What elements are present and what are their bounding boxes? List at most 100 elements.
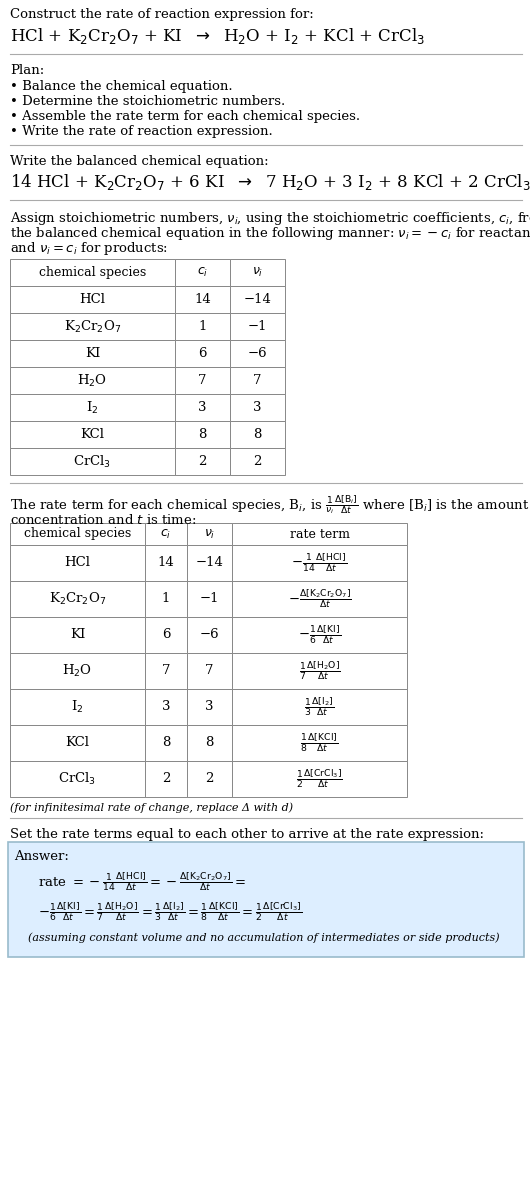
Bar bbox=[175, 259, 230, 287]
Bar bbox=[10, 259, 175, 287]
Bar bbox=[232, 725, 407, 761]
Bar bbox=[187, 689, 232, 725]
Bar bbox=[187, 616, 232, 653]
Bar bbox=[10, 287, 175, 313]
Text: 8: 8 bbox=[198, 427, 207, 441]
Text: $-\frac{\Delta[\mathrm{K_2Cr_2O_7}]}{\Delta t}$: $-\frac{\Delta[\mathrm{K_2Cr_2O_7}]}{\De… bbox=[288, 588, 351, 610]
Text: −1: −1 bbox=[248, 320, 267, 334]
Text: Answer:: Answer: bbox=[14, 850, 69, 863]
Text: KI: KI bbox=[70, 628, 85, 642]
Bar bbox=[145, 616, 187, 653]
Text: $c_i$: $c_i$ bbox=[161, 527, 172, 541]
Text: KCl: KCl bbox=[81, 427, 104, 441]
Bar bbox=[230, 287, 285, 313]
Text: • Write the rate of reaction expression.: • Write the rate of reaction expression. bbox=[10, 125, 273, 138]
Bar bbox=[230, 394, 285, 421]
Text: $-\frac{1}{14}\frac{\Delta[\mathrm{HCl}]}{\Delta t}$: $-\frac{1}{14}\frac{\Delta[\mathrm{HCl}]… bbox=[292, 551, 348, 574]
Bar bbox=[145, 689, 187, 725]
Bar bbox=[10, 545, 145, 582]
Bar bbox=[187, 653, 232, 689]
Bar bbox=[187, 582, 232, 616]
Bar bbox=[230, 421, 285, 448]
Text: CrCl$_3$: CrCl$_3$ bbox=[74, 454, 111, 470]
Text: K$_2$Cr$_2$O$_7$: K$_2$Cr$_2$O$_7$ bbox=[49, 591, 106, 607]
Bar bbox=[145, 653, 187, 689]
Text: • Assemble the rate term for each chemical species.: • Assemble the rate term for each chemic… bbox=[10, 110, 360, 123]
Text: 2: 2 bbox=[253, 455, 262, 468]
Bar bbox=[232, 761, 407, 797]
Bar bbox=[10, 725, 145, 761]
Bar bbox=[187, 545, 232, 582]
Text: • Determine the stoichiometric numbers.: • Determine the stoichiometric numbers. bbox=[10, 95, 285, 108]
Bar bbox=[10, 761, 145, 797]
Text: HCl: HCl bbox=[65, 556, 91, 569]
Text: chemical species: chemical species bbox=[24, 527, 131, 541]
Bar bbox=[145, 725, 187, 761]
Text: 14: 14 bbox=[157, 556, 174, 569]
Bar bbox=[10, 394, 175, 421]
Bar bbox=[10, 421, 175, 448]
Bar bbox=[10, 653, 145, 689]
Text: $\nu_i$: $\nu_i$ bbox=[204, 527, 215, 541]
Text: $\frac{1}{2}\frac{\Delta[\mathrm{CrCl_3}]}{\Delta t}$: $\frac{1}{2}\frac{\Delta[\mathrm{CrCl_3}… bbox=[296, 768, 343, 791]
Text: 8: 8 bbox=[205, 737, 214, 750]
Bar bbox=[145, 761, 187, 797]
Bar bbox=[230, 367, 285, 394]
Text: HCl: HCl bbox=[80, 293, 105, 306]
Text: K$_2$Cr$_2$O$_7$: K$_2$Cr$_2$O$_7$ bbox=[64, 318, 121, 335]
Text: 7: 7 bbox=[198, 374, 207, 386]
Bar bbox=[232, 582, 407, 616]
Bar bbox=[10, 582, 145, 616]
Bar bbox=[10, 616, 145, 653]
Bar bbox=[145, 582, 187, 616]
Bar bbox=[230, 313, 285, 340]
Bar bbox=[175, 421, 230, 448]
Text: 6: 6 bbox=[198, 347, 207, 360]
Bar bbox=[187, 523, 232, 545]
Text: −6: −6 bbox=[248, 347, 267, 360]
Text: 1: 1 bbox=[198, 320, 207, 334]
Bar bbox=[175, 367, 230, 394]
Bar bbox=[10, 367, 175, 394]
Bar bbox=[145, 523, 187, 545]
Text: Construct the rate of reaction expression for:: Construct the rate of reaction expressio… bbox=[10, 8, 314, 20]
Text: rate term: rate term bbox=[289, 527, 349, 541]
Text: $\nu_i$: $\nu_i$ bbox=[252, 266, 263, 279]
Text: 7: 7 bbox=[162, 665, 170, 678]
Text: I$_2$: I$_2$ bbox=[72, 700, 84, 715]
Text: The rate term for each chemical species, B$_i$, is $\frac{1}{\nu_i}\frac{\Delta[: The rate term for each chemical species,… bbox=[10, 492, 529, 517]
Text: −1: −1 bbox=[200, 592, 219, 606]
Text: 8: 8 bbox=[162, 737, 170, 750]
Bar bbox=[187, 725, 232, 761]
Text: −14: −14 bbox=[196, 556, 224, 569]
Bar bbox=[187, 761, 232, 797]
Text: 14: 14 bbox=[194, 293, 211, 306]
Bar bbox=[10, 340, 175, 367]
Text: (for infinitesimal rate of change, replace Δ with d): (for infinitesimal rate of change, repla… bbox=[10, 802, 293, 813]
Text: Write the balanced chemical equation:: Write the balanced chemical equation: bbox=[10, 155, 269, 169]
Text: 7: 7 bbox=[253, 374, 262, 386]
Bar bbox=[230, 340, 285, 367]
Text: and $\nu_i = c_i$ for products:: and $\nu_i = c_i$ for products: bbox=[10, 240, 168, 256]
Bar bbox=[232, 545, 407, 582]
Text: −6: −6 bbox=[200, 628, 219, 642]
Text: $\frac{1}{8}\frac{\Delta[\mathrm{KCl}]}{\Delta t}$: $\frac{1}{8}\frac{\Delta[\mathrm{KCl}]}{… bbox=[301, 732, 339, 754]
Bar bbox=[10, 689, 145, 725]
Text: I$_2$: I$_2$ bbox=[86, 400, 99, 415]
Text: H$_2$O: H$_2$O bbox=[63, 663, 93, 679]
Text: 2: 2 bbox=[205, 773, 214, 785]
Text: $-\frac{1}{6}\frac{\Delta[\mathrm{KI}]}{\Delta t} = \frac{1}{7}\frac{\Delta[\mat: $-\frac{1}{6}\frac{\Delta[\mathrm{KI}]}{… bbox=[38, 901, 302, 923]
Text: HCl + K$_2$Cr$_2$O$_7$ + KI  $\rightarrow$  H$_2$O + I$_2$ + KCl + CrCl$_3$: HCl + K$_2$Cr$_2$O$_7$ + KI $\rightarrow… bbox=[10, 26, 425, 46]
Bar bbox=[10, 523, 145, 545]
Bar bbox=[232, 523, 407, 545]
Text: 1: 1 bbox=[162, 592, 170, 606]
Bar bbox=[175, 340, 230, 367]
Text: $\frac{1}{7}\frac{\Delta[\mathrm{H_2O}]}{\Delta t}$: $\frac{1}{7}\frac{\Delta[\mathrm{H_2O}]}… bbox=[298, 660, 340, 683]
Text: CrCl$_3$: CrCl$_3$ bbox=[58, 771, 96, 787]
Bar bbox=[175, 287, 230, 313]
Bar bbox=[10, 448, 175, 476]
Text: KI: KI bbox=[85, 347, 100, 360]
Text: $\frac{1}{3}\frac{\Delta[\mathrm{I_2}]}{\Delta t}$: $\frac{1}{3}\frac{\Delta[\mathrm{I_2}]}{… bbox=[304, 696, 334, 719]
Text: 3: 3 bbox=[198, 401, 207, 414]
Bar bbox=[175, 394, 230, 421]
